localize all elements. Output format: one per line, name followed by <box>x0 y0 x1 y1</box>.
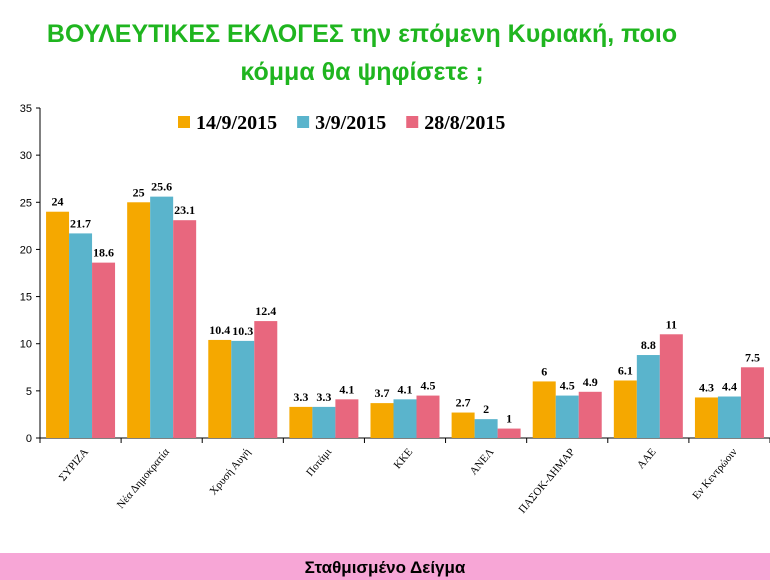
x-tick-label: Εν Κεντρώοιν <box>690 446 739 502</box>
bar <box>532 381 556 438</box>
bar <box>231 340 255 438</box>
y-tick-label: 15 <box>20 292 32 304</box>
y-tick-label: 25 <box>20 197 32 209</box>
value-label: 4.5 <box>560 379 575 393</box>
legend-label: 28/8/2015 <box>424 112 505 134</box>
bar <box>740 367 764 438</box>
x-tick-label: ΑΝΕΛ <box>468 446 497 477</box>
bar <box>254 321 278 438</box>
legend-label: 3/9/2015 <box>315 112 386 134</box>
value-label: 21.7 <box>70 216 91 230</box>
bar <box>127 202 151 438</box>
value-label: 4.5 <box>421 379 436 393</box>
bar <box>474 419 498 438</box>
bar <box>208 339 232 438</box>
x-tick-label: ΑΑΕ <box>635 446 659 471</box>
value-label: 18.6 <box>93 246 114 260</box>
value-label: 11 <box>666 317 677 331</box>
bar <box>173 220 197 438</box>
value-label: 4.3 <box>699 380 714 394</box>
x-tick-label: Νέα Δημοκρατία <box>115 446 172 511</box>
value-label: 12.4 <box>255 304 276 318</box>
bar <box>555 395 579 438</box>
chart-title: ΒΟΥΛΕΥΤΙΚΕΣ ΕΚΛΟΓΕΣ την επόμενη Κυριακή,… <box>47 20 677 48</box>
x-tick-label: ΠΑΣΟΚ-ΔΗΜΑΡ <box>516 446 577 516</box>
value-label: 1 <box>506 412 512 426</box>
x-tick-label: Χρυσή Αυγή <box>207 446 253 497</box>
value-label: 3.3 <box>293 390 308 404</box>
value-label: 10.4 <box>209 323 230 337</box>
value-label: 3.7 <box>375 386 390 400</box>
bar <box>289 406 313 438</box>
footer-band <box>0 553 770 580</box>
bar <box>659 334 683 438</box>
x-tick-label: ΚΚΕ <box>392 446 416 471</box>
legend-swatch <box>406 116 419 128</box>
legend-swatch <box>178 116 190 128</box>
footer: Σταθμισμένο Δείγμα <box>305 558 466 577</box>
value-label: 10.3 <box>232 324 253 338</box>
value-label: 6.1 <box>618 363 633 377</box>
y-tick-label: 20 <box>20 244 32 256</box>
value-label: 6 <box>541 364 547 378</box>
bar <box>370 403 394 438</box>
value-label: 4.9 <box>583 375 598 389</box>
y-tick-label: 10 <box>20 339 32 351</box>
y-tick-label: 5 <box>26 386 32 398</box>
value-label: 23.1 <box>174 203 195 217</box>
chart-title: κόμμα θα ψηφίσετε ; <box>240 58 483 86</box>
x-tick-label: Ποτάμι <box>304 446 334 479</box>
bar <box>497 428 521 438</box>
bar <box>694 397 718 438</box>
bar <box>335 399 359 438</box>
y-tick-label: 35 <box>20 103 32 115</box>
bar <box>312 406 336 438</box>
value-label: 3.3 <box>316 390 331 404</box>
bar <box>578 391 602 438</box>
bar <box>416 395 440 438</box>
value-label: 24 <box>52 195 64 209</box>
value-label: 7.5 <box>745 350 760 364</box>
y-tick-label: 30 <box>20 150 32 162</box>
bar <box>636 355 660 438</box>
bar <box>717 396 741 438</box>
value-label: 4.1 <box>339 382 354 396</box>
legend-label: 14/9/2015 <box>196 112 277 134</box>
bar <box>92 262 116 438</box>
legend-swatch <box>297 116 310 128</box>
x-tick-label: ΣΥΡΙΖΑ <box>57 446 91 483</box>
bar <box>69 233 93 438</box>
value-label: 25 <box>133 185 145 199</box>
bar <box>150 196 174 438</box>
bar <box>393 399 417 438</box>
bar <box>613 380 637 438</box>
value-label: 25.6 <box>151 180 172 194</box>
value-label: 2.7 <box>456 396 471 410</box>
bar <box>46 211 70 438</box>
y-tick-label: 0 <box>26 433 32 445</box>
value-label: 4.4 <box>722 380 737 394</box>
value-label: 4.1 <box>398 382 413 396</box>
bar <box>451 412 475 438</box>
value-label: 2 <box>483 402 489 416</box>
value-label: 8.8 <box>641 338 656 352</box>
